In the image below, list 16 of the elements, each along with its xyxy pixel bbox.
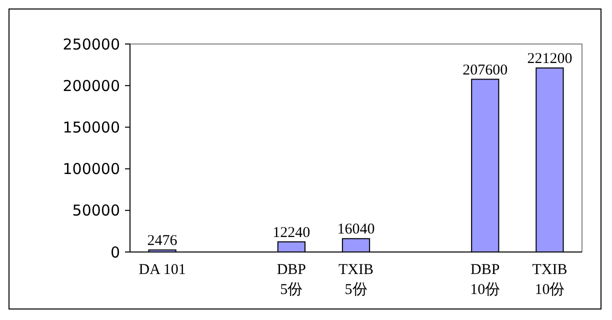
y-tick-label: 100000	[62, 160, 120, 178]
data-label: 12240	[272, 224, 310, 241]
y-tick-label: 0	[110, 243, 120, 262]
x-tick-label: TXIB 10份	[532, 262, 568, 298]
y-tick-label: 150000	[62, 118, 120, 136]
x-tick-label: DA 101	[138, 262, 186, 278]
y-tick-label: 50000	[72, 202, 120, 220]
x-tick-label: TXIB 5份	[338, 262, 374, 298]
x-tick-label: DBP 5份	[276, 262, 306, 298]
data-label: 221200	[527, 50, 572, 67]
y-tick-label: 200000	[62, 76, 120, 95]
data-label: 2476	[147, 232, 178, 249]
x-tick-label: DBP 10份	[470, 262, 500, 298]
data-label: 16040	[337, 222, 375, 238]
y-tick-label: 250000	[62, 35, 120, 54]
data-label: 207600	[462, 62, 508, 78]
